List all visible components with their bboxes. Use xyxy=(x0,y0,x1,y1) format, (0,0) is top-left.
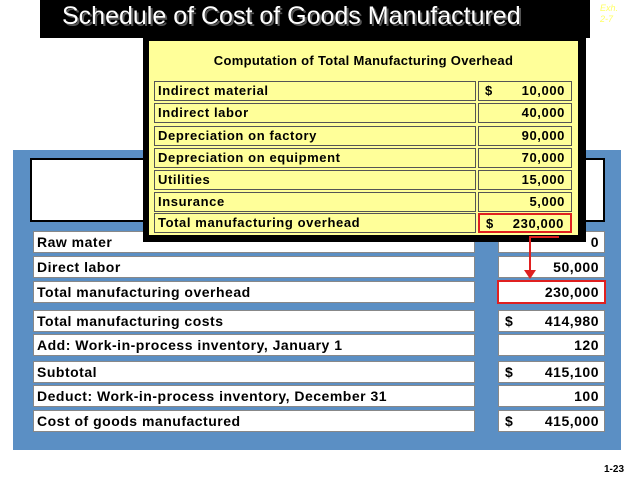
row-amount: 414,980 xyxy=(544,313,599,329)
row-amount-cell: $ 415,000 xyxy=(498,410,605,432)
overhead-row-indirect-material: Indirect material $ 10,000 xyxy=(154,81,572,101)
overhead-total-amount-cell-highlighted: $ 230,000 xyxy=(478,213,572,233)
overhead-amount-cell: 70,000 xyxy=(478,148,572,168)
row-label: Add: Work-in-process inventory, January … xyxy=(33,334,475,356)
exhibit-line-1: Exh. xyxy=(600,3,619,13)
arrow-down-icon xyxy=(524,270,536,279)
overhead-amount: 40,000 xyxy=(521,105,565,120)
page-number: 1-23 xyxy=(604,464,625,475)
schedule-row-total-overhead: Total manufacturing overhead 230,000 xyxy=(33,280,606,304)
overhead-amount: 230,000 xyxy=(512,216,564,231)
overhead-amount: 90,000 xyxy=(521,128,565,143)
connector-line-vertical xyxy=(529,236,531,272)
row-currency: $ xyxy=(505,364,514,380)
row-amount: 50,000 xyxy=(553,259,599,275)
row-amount: 120 xyxy=(574,337,599,353)
overhead-label: Utilities xyxy=(154,170,476,190)
overhead-amount: 70,000 xyxy=(521,150,565,165)
overhead-row-utilities: Utilities 15,000 xyxy=(154,170,572,190)
overhead-currency: $ xyxy=(486,216,494,231)
row-amount-cell: 50,000 xyxy=(498,256,605,278)
schedule-row-direct-labor: Direct labor 50,000 xyxy=(33,256,605,278)
schedule-row-wip-beginning: Add: Work-in-process inventory, January … xyxy=(33,334,605,356)
overhead-row-depreciation-factory: Depreciation on factory 90,000 xyxy=(154,126,572,146)
row-amount-cell-highlighted: 230,000 xyxy=(497,280,606,304)
overhead-row-total: Total manufacturing overhead $ 230,000 xyxy=(154,213,572,233)
overhead-label: Depreciation on factory xyxy=(154,126,476,146)
row-amount-cell: 100 xyxy=(498,385,605,407)
row-label: Deduct: Work-in-process inventory, Decem… xyxy=(33,385,475,407)
row-amount: 415,000 xyxy=(544,413,599,429)
overhead-row-depreciation-equipment: Depreciation on equipment 70,000 xyxy=(154,148,572,168)
overhead-label: Insurance xyxy=(154,192,476,212)
row-amount-cell: $ 414,980 xyxy=(498,310,605,332)
overhead-amount-cell: 40,000 xyxy=(478,103,572,123)
overhead-currency: $ xyxy=(485,83,493,98)
overhead-label: Total manufacturing overhead xyxy=(154,213,476,233)
schedule-row-cost-of-goods-manufactured: Cost of goods manufactured $ 415,000 xyxy=(33,410,605,432)
row-currency: $ xyxy=(505,413,514,429)
row-label: Direct labor xyxy=(33,256,475,278)
slide-title: Schedule of Cost of Goods Manufactured xyxy=(62,2,521,30)
row-amount-cell: 120 xyxy=(498,334,605,356)
row-amount: 230,000 xyxy=(544,284,599,300)
row-label: Cost of goods manufactured xyxy=(33,410,475,432)
overhead-amount-cell: 15,000 xyxy=(478,170,572,190)
connector-line-horizontal xyxy=(529,236,559,238)
row-amount-cell: $ 415,100 xyxy=(498,361,605,383)
overhead-label: Indirect labor xyxy=(154,103,476,123)
overhead-amount-cell: 90,000 xyxy=(478,126,572,146)
overhead-row-insurance: Insurance 5,000 xyxy=(154,192,572,212)
schedule-row-subtotal: Subtotal $ 415,100 xyxy=(33,361,605,383)
row-amount: 100 xyxy=(574,388,599,404)
overhead-amount: 15,000 xyxy=(521,172,565,187)
overhead-row-indirect-labor: Indirect labor 40,000 xyxy=(154,103,572,123)
schedule-row-wip-ending: Deduct: Work-in-process inventory, Decem… xyxy=(33,385,605,407)
overhead-amount-cell: $ 10,000 xyxy=(478,81,572,101)
row-label: Total manufacturing overhead xyxy=(33,281,475,303)
exhibit-line-2: 2-7 xyxy=(600,14,614,24)
overhead-amount: 5,000 xyxy=(529,194,565,209)
title-bar xyxy=(40,0,590,38)
overhead-label: Indirect material xyxy=(154,81,476,101)
schedule-row-total-manufacturing-costs: Total manufacturing costs $ 414,980 xyxy=(33,310,605,332)
row-currency: $ xyxy=(505,313,514,329)
overhead-label: Depreciation on equipment xyxy=(154,148,476,168)
overhead-amount-cell: 5,000 xyxy=(478,192,572,212)
overhead-amount: 10,000 xyxy=(521,83,565,98)
exhibit-label: Exh. 2-7 xyxy=(600,3,634,25)
row-amount: 0 xyxy=(590,234,599,250)
row-label: Subtotal xyxy=(33,361,475,383)
row-label: Total manufacturing costs xyxy=(33,310,475,332)
overhead-popup-title: Computation of Total Manufacturing Overh… xyxy=(213,53,514,68)
row-amount: 415,100 xyxy=(544,364,599,380)
